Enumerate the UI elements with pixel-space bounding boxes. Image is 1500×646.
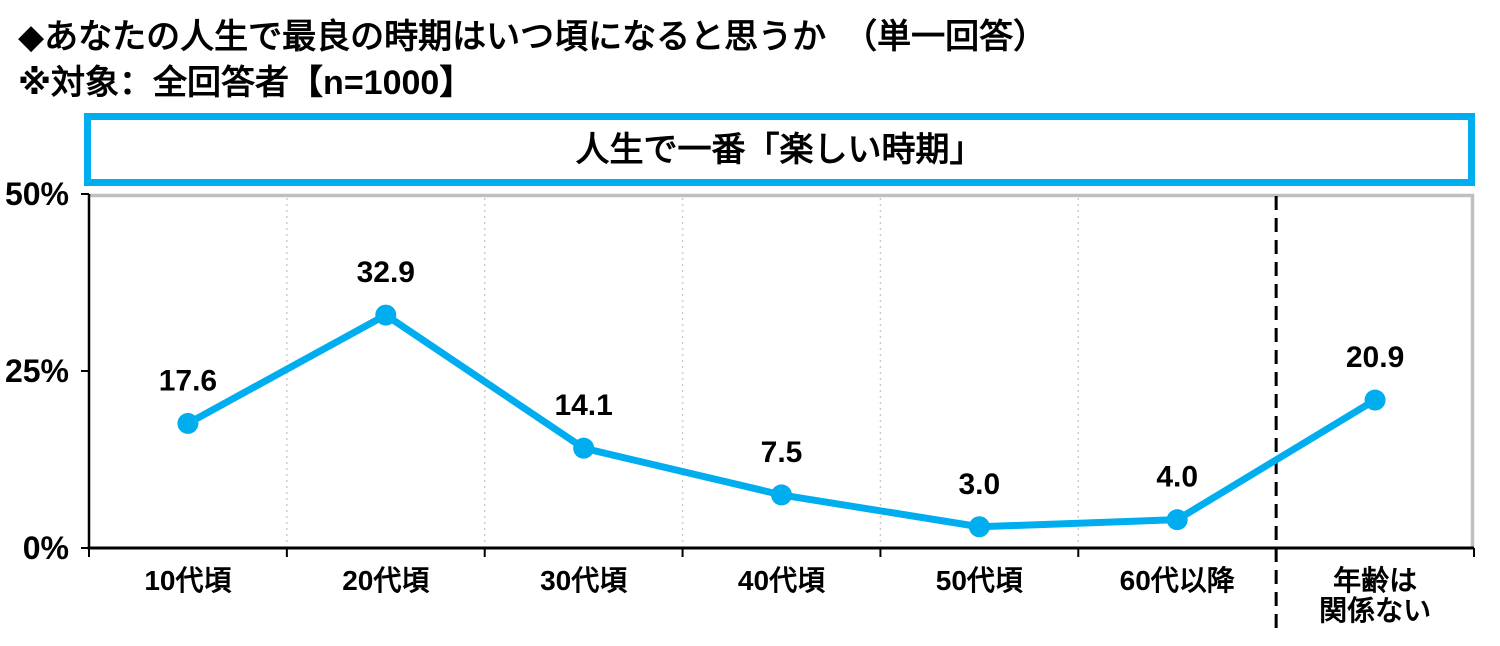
x-category-label: 10代頃 [144,565,231,596]
y-tick-label: 0% [23,530,69,566]
x-category-label: 30代頃 [540,565,627,596]
value-label: 32.9 [357,256,415,289]
chart-title-box: 人生で一番「楽しい時期」 [84,113,1475,186]
respondent-note: ※対象：全回答者【n=1000】 [18,64,474,102]
value-label: 14.1 [554,389,612,422]
data-point [771,484,792,506]
data-point [968,516,990,538]
chart-title: 人生で一番「楽しい時期」 [575,130,984,169]
y-tick-label: 25% [5,353,69,389]
data-point [1166,509,1188,531]
data-point [573,437,595,459]
data-point [1364,389,1386,411]
x-category-label: 60代以降 [1120,565,1236,596]
value-label: 17.6 [159,364,217,397]
x-category-label: 年齢は関係ない [1319,564,1431,626]
chart-header: ◆あなたの人生で最良の時期はいつ頃になると思うか （単一回答） ※対象：全回答者… [18,14,1047,106]
data-point [375,304,397,326]
value-label: 3.0 [958,468,1000,501]
data-point [177,412,199,434]
x-category-label: 50代頃 [936,565,1023,596]
value-label: 4.0 [1156,461,1198,494]
question-title: ◆あなたの人生で最良の時期はいつ頃になると思うか （単一回答） [18,18,1048,56]
y-tick-label: 50% [5,176,69,212]
x-category-label: 40代頃 [738,565,825,596]
value-label: 7.5 [761,436,803,469]
value-label: 20.9 [1346,341,1404,374]
x-category-label: 20代頃 [342,565,429,596]
